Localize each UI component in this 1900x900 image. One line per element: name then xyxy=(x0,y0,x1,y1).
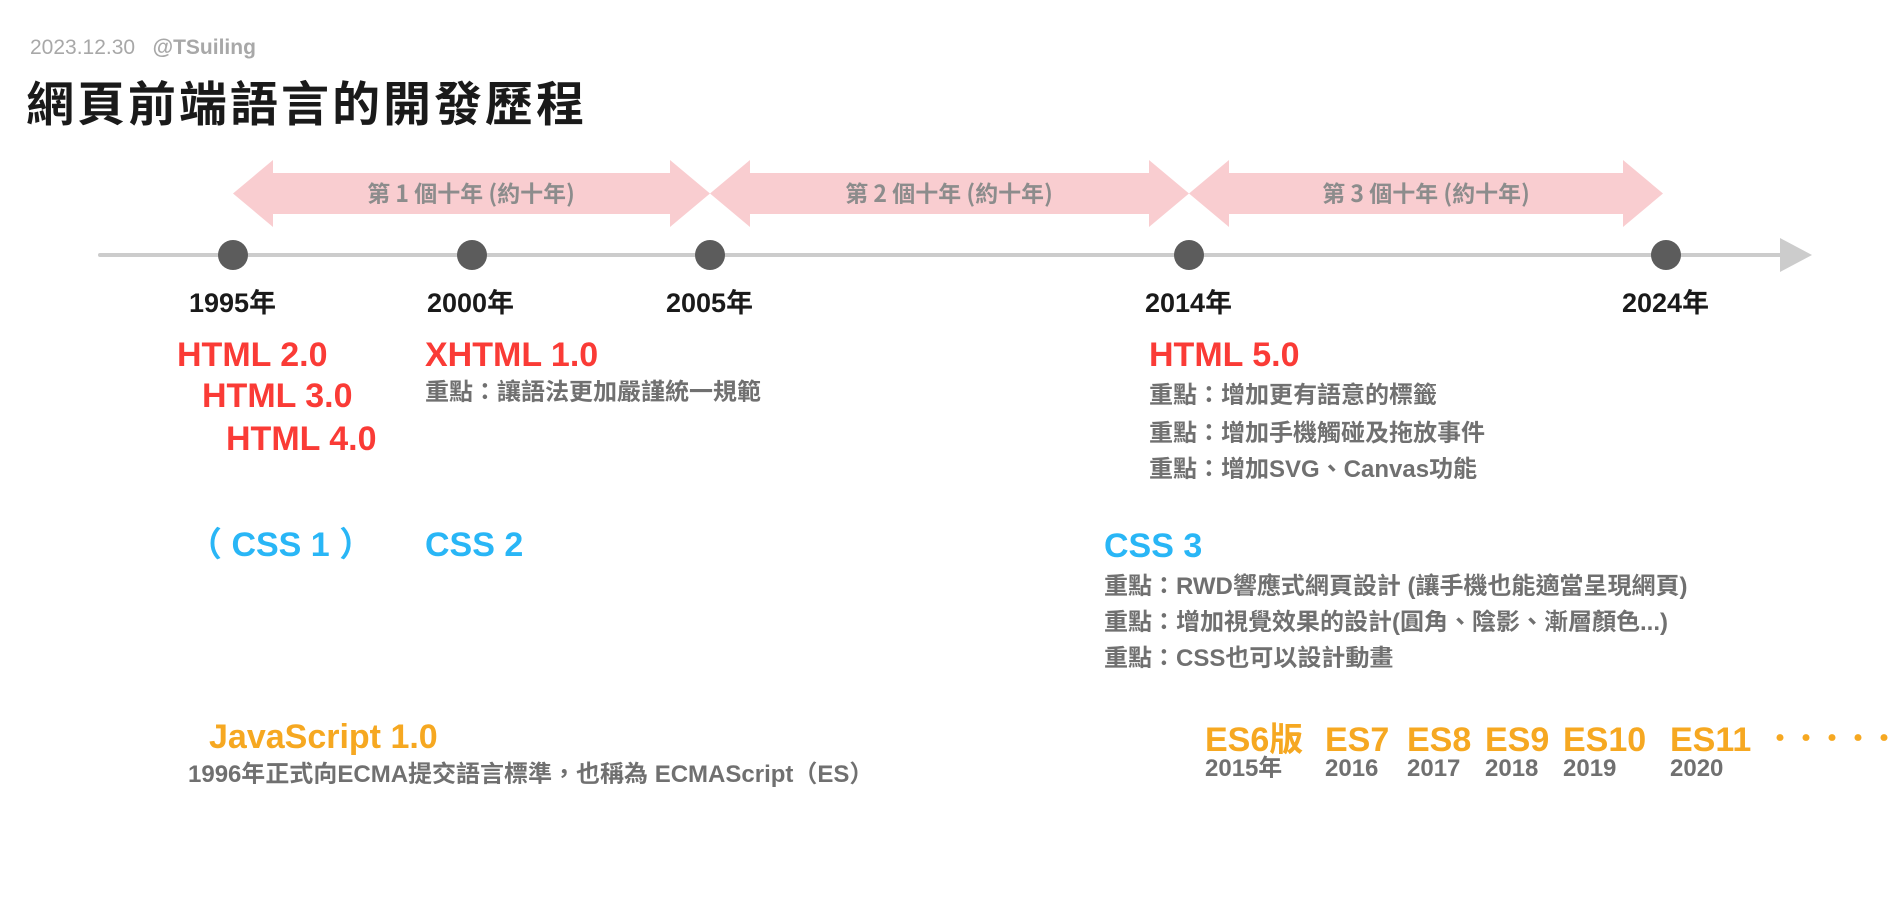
svg-text:第 1 個十年 (約十年): 第 1 個十年 (約十年) xyxy=(367,175,575,209)
svg-text:第 2 個十年 (約十年): 第 2 個十年 (約十年) xyxy=(845,175,1053,209)
svg-text:第 3 個十年 (約十年): 第 3 個十年 (約十年) xyxy=(1322,175,1530,209)
